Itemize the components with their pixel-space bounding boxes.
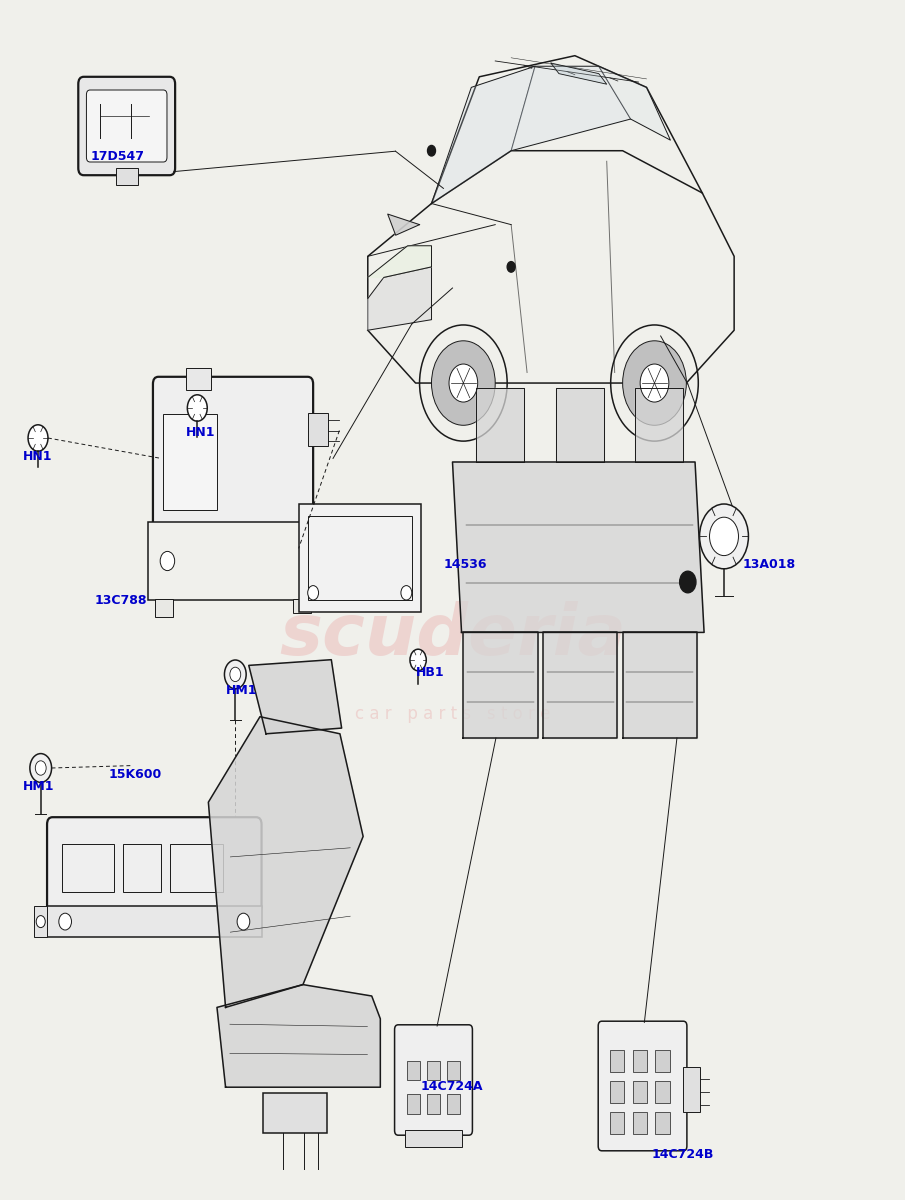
FancyBboxPatch shape: [598, 1021, 687, 1151]
Polygon shape: [556, 388, 604, 462]
Circle shape: [427, 145, 435, 156]
Circle shape: [680, 571, 696, 593]
Bar: [186, 368, 211, 390]
Circle shape: [700, 504, 748, 569]
Bar: [610, 1112, 624, 1134]
Bar: [427, 1061, 440, 1080]
Bar: [262, 1093, 327, 1133]
Circle shape: [410, 649, 426, 671]
Circle shape: [59, 913, 71, 930]
Text: 13A018: 13A018: [742, 558, 795, 570]
Polygon shape: [432, 66, 535, 204]
Bar: [655, 1081, 670, 1103]
FancyBboxPatch shape: [79, 77, 176, 175]
Polygon shape: [463, 632, 538, 738]
Bar: [633, 1112, 647, 1134]
Bar: [610, 1081, 624, 1103]
Text: scuderia: scuderia: [279, 601, 626, 671]
Circle shape: [401, 586, 412, 600]
Polygon shape: [635, 388, 683, 462]
Text: 13C788: 13C788: [95, 594, 148, 606]
Circle shape: [623, 341, 686, 425]
Bar: [155, 599, 173, 617]
Text: 17D547: 17D547: [90, 150, 145, 162]
Bar: [655, 1112, 670, 1134]
Circle shape: [230, 667, 241, 682]
Circle shape: [30, 754, 52, 782]
Polygon shape: [367, 266, 432, 330]
Bar: [427, 1094, 440, 1114]
Circle shape: [224, 660, 246, 689]
Polygon shape: [217, 984, 380, 1087]
Bar: [610, 1050, 624, 1072]
Bar: [148, 522, 319, 600]
Bar: [407, 1061, 420, 1080]
Circle shape: [160, 551, 175, 571]
Bar: [34, 906, 47, 937]
Text: HM1: HM1: [23, 780, 54, 792]
Bar: [683, 1067, 700, 1112]
Circle shape: [710, 517, 738, 556]
Bar: [405, 1130, 462, 1147]
Text: 15K600: 15K600: [109, 768, 162, 780]
Bar: [308, 516, 412, 600]
Bar: [407, 1094, 420, 1114]
Circle shape: [187, 395, 207, 421]
Text: 14C724A: 14C724A: [421, 1080, 483, 1092]
Text: HB1: HB1: [416, 666, 445, 678]
Bar: [633, 1081, 647, 1103]
Bar: [447, 1061, 460, 1080]
Bar: [47, 906, 262, 937]
Polygon shape: [511, 66, 631, 151]
Polygon shape: [543, 632, 617, 738]
Bar: [123, 844, 161, 892]
Text: HN1: HN1: [23, 450, 52, 462]
Polygon shape: [367, 246, 432, 277]
Bar: [447, 1094, 460, 1114]
Polygon shape: [599, 66, 671, 140]
Polygon shape: [208, 716, 363, 1008]
Circle shape: [28, 425, 48, 451]
Circle shape: [35, 761, 46, 775]
Bar: [655, 1050, 670, 1072]
Text: HN1: HN1: [186, 426, 215, 438]
Circle shape: [640, 364, 669, 402]
FancyBboxPatch shape: [87, 90, 167, 162]
Polygon shape: [452, 462, 704, 632]
Bar: [116, 168, 138, 185]
Text: c a r   p a r t s   s t o r e: c a r p a r t s s t o r e: [355, 704, 550, 722]
FancyBboxPatch shape: [47, 817, 262, 913]
Text: 14536: 14536: [443, 558, 487, 570]
FancyBboxPatch shape: [153, 377, 313, 529]
Bar: [633, 1050, 647, 1072]
Bar: [62, 844, 114, 892]
Bar: [170, 844, 223, 892]
Circle shape: [308, 586, 319, 600]
Circle shape: [432, 341, 495, 425]
Polygon shape: [387, 214, 420, 235]
Bar: [293, 599, 311, 613]
Text: HM1: HM1: [226, 684, 258, 696]
Polygon shape: [249, 660, 342, 733]
FancyBboxPatch shape: [395, 1025, 472, 1135]
Polygon shape: [551, 64, 606, 84]
Circle shape: [449, 364, 478, 402]
Text: 14C724B: 14C724B: [652, 1148, 714, 1160]
Circle shape: [507, 262, 515, 272]
Bar: [163, 414, 217, 510]
Polygon shape: [476, 388, 524, 462]
Circle shape: [36, 916, 45, 928]
Polygon shape: [623, 632, 697, 738]
Bar: [308, 413, 328, 446]
Circle shape: [237, 913, 250, 930]
Bar: [299, 504, 421, 612]
